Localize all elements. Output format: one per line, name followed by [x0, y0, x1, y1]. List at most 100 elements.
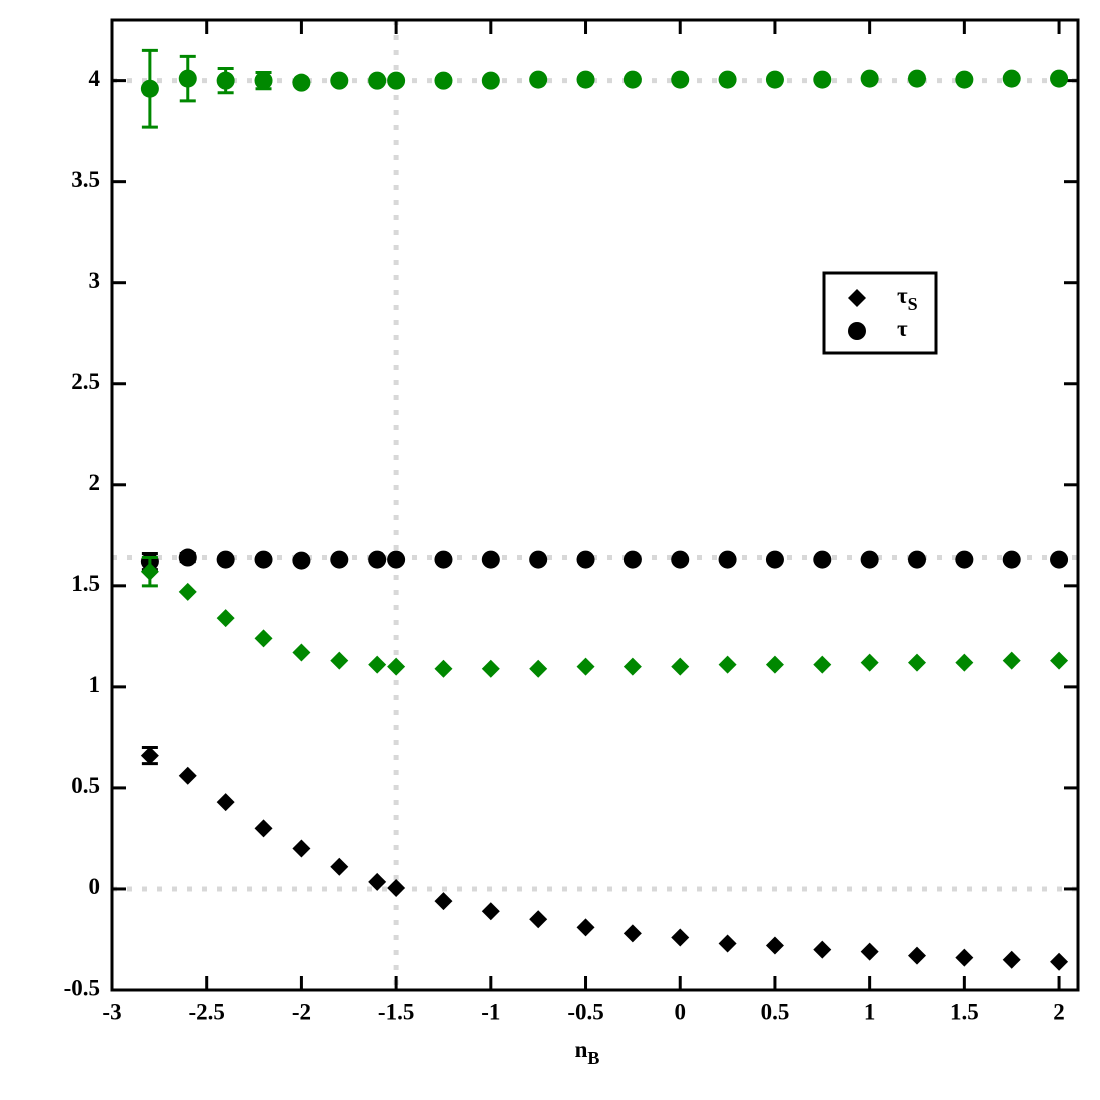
y-tick-label: 0.5: [71, 773, 100, 798]
y-tick-label: 3.5: [71, 167, 100, 192]
point: [178, 582, 197, 601]
point: [330, 550, 349, 569]
point: [434, 550, 453, 569]
point: [387, 878, 406, 897]
point: [1002, 950, 1021, 969]
point: [908, 653, 926, 672]
point: [955, 653, 974, 672]
point: [481, 659, 500, 678]
x-tick-label: -3: [102, 999, 121, 1024]
point: [178, 69, 197, 88]
point: [434, 892, 453, 911]
point: [216, 793, 235, 812]
point: [576, 657, 595, 676]
x-tick-label: -0.5: [567, 999, 603, 1024]
point: [387, 71, 406, 90]
point: [718, 70, 737, 89]
point: [908, 69, 926, 88]
x-tick-label: 2: [1053, 999, 1065, 1024]
point: [368, 71, 387, 90]
point: [1002, 550, 1021, 569]
point: [481, 550, 500, 569]
point: [813, 940, 832, 959]
point: [140, 79, 159, 98]
point: [434, 659, 453, 678]
point: [813, 655, 832, 674]
y-tick-label: 1.5: [71, 571, 100, 596]
point: [292, 643, 311, 662]
point: [254, 629, 273, 648]
point: [1050, 651, 1069, 670]
x-axis-label-main: n: [575, 1037, 588, 1062]
point: [623, 550, 642, 569]
point: [576, 918, 595, 937]
point: [813, 70, 832, 89]
point: [178, 766, 197, 785]
point: [292, 551, 311, 570]
point: [434, 71, 453, 90]
point: [481, 902, 500, 921]
point: [860, 69, 879, 88]
point: [765, 936, 784, 955]
point: [529, 910, 548, 929]
x-tick-label: -2: [292, 999, 311, 1024]
point: [955, 70, 974, 89]
point: [718, 934, 737, 953]
point: [178, 548, 197, 567]
point: [529, 550, 548, 569]
legend-marker: [848, 289, 866, 307]
legend-label: τ: [897, 316, 908, 341]
point: [529, 659, 548, 678]
point: [216, 71, 235, 90]
legend-label-sub: S: [908, 294, 918, 314]
legend-label-main: τ: [897, 316, 908, 341]
point: [955, 948, 974, 967]
point: [254, 71, 273, 90]
x-axis-label-sub: B: [587, 1048, 599, 1068]
point: [576, 70, 595, 89]
x-tick-label: -2.5: [188, 999, 224, 1024]
point: [765, 70, 784, 89]
point: [860, 942, 879, 961]
x-tick-label: -1.5: [378, 999, 414, 1024]
point: [368, 550, 387, 569]
x-tick-label: 1: [864, 999, 876, 1024]
x-tick-label: 1.5: [950, 999, 979, 1024]
x-axis-label: nB: [575, 1037, 600, 1068]
point: [671, 657, 690, 676]
plot-frame: [110, 18, 1080, 992]
point: [623, 657, 642, 676]
point: [330, 651, 349, 670]
y-tick-label: 2: [89, 470, 101, 495]
x-tick-label: -1: [481, 999, 500, 1024]
point: [718, 655, 737, 674]
point: [216, 550, 235, 569]
x-tick-label: 0.5: [761, 999, 790, 1024]
point: [1050, 69, 1069, 88]
y-tick-label: 2.5: [71, 369, 100, 394]
x-tick-label: 0: [674, 999, 686, 1024]
point: [292, 839, 311, 858]
point: [908, 550, 926, 569]
point: [387, 657, 406, 676]
point: [671, 928, 690, 947]
point: [140, 746, 159, 765]
point: [330, 71, 349, 90]
y-tick-label: 4: [89, 66, 101, 91]
point: [529, 70, 548, 89]
point: [368, 872, 387, 891]
point: [254, 819, 273, 838]
point: [216, 609, 235, 628]
point: [813, 550, 832, 569]
point: [481, 71, 500, 90]
point: [765, 550, 784, 569]
y-tick-label: 3: [89, 268, 101, 293]
point: [292, 73, 311, 92]
point: [908, 946, 926, 965]
point: [765, 655, 784, 674]
point: [860, 653, 879, 672]
y-tick-label: 0: [89, 874, 101, 899]
point: [1002, 651, 1021, 670]
